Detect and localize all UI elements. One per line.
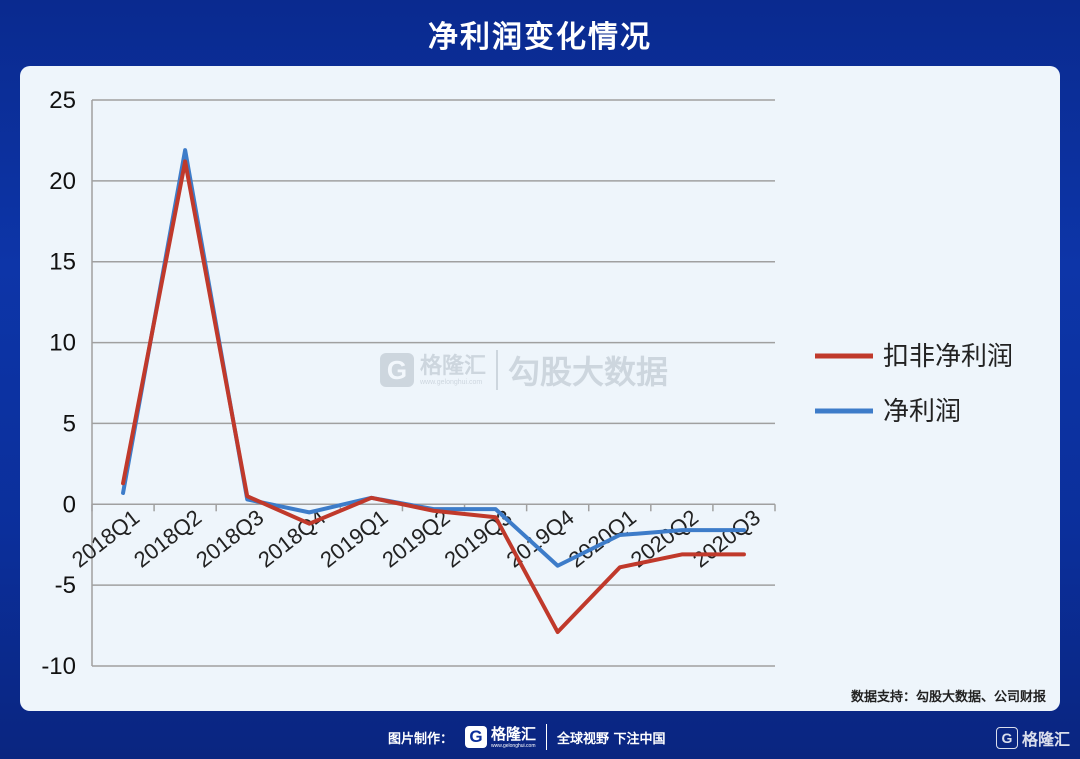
y-tick-label: -5 — [55, 572, 76, 599]
y-tick-label: 15 — [49, 249, 76, 276]
y-tick-label: 25 — [49, 87, 76, 114]
chart-panel: 25 20 15 10 5 0 -5 -10 2018Q1 2018Q2 2018Q3 2018Q4 2… — [20, 66, 1060, 711]
footer-logo-icon: G — [465, 726, 488, 748]
x-tick-label: 2019Q2 — [377, 505, 454, 573]
footer-url: www.gelonghui.com — [491, 742, 536, 749]
source-note: 数据支持：勾股大数据、公司财报 — [850, 690, 1046, 705]
y-tick-label: -10 — [41, 653, 76, 680]
x-tick-label: 2018Q2 — [129, 505, 206, 573]
corner-brand: 格隆汇 — [1021, 730, 1070, 749]
legend-label: 扣非净利润 — [883, 342, 1013, 372]
footer-made-by: 图片制作： — [388, 731, 454, 747]
watermark-url: www.gelonghui.com — [420, 378, 483, 386]
watermark-sub: 勾股大数据 — [508, 353, 669, 391]
corner-logo: G 格隆汇 — [995, 726, 1070, 750]
footer: 图片制作： G 格隆汇 www.gelonghui.com 全球视野 下注中国 … — [0, 718, 1080, 756]
watermark-divider — [496, 350, 499, 390]
footer-brand: 格隆汇 — [491, 724, 537, 743]
y-tick-label: 10 — [49, 330, 76, 357]
y-tick-label: 0 — [63, 491, 76, 518]
y-tick-label: 20 — [49, 168, 76, 195]
corner-logo-icon: G — [995, 727, 1018, 749]
x-tick-label: 2020Q1 — [564, 505, 641, 573]
line-chart: 2520151050-5-102018Q12018Q22018Q32018Q42… — [41, 87, 1013, 680]
gelonghui-logo-icon: G — [380, 353, 414, 387]
x-tick-label: 2018Q3 — [191, 505, 268, 573]
page-title: 净利润变化情况 — [428, 20, 652, 55]
x-tick-label: 2020Q3 — [688, 505, 765, 573]
footer-credit: 图片制作： G 格隆汇 www.gelonghui.com 全球视野 下注中国 — [388, 722, 666, 752]
footer-divider — [546, 724, 548, 750]
watermark-brand: 格隆汇 — [420, 353, 487, 379]
x-tick-label: 2018Q1 — [67, 505, 144, 573]
watermark: G 格隆汇 www.gelonghui.com 勾股大数据 — [380, 348, 668, 392]
legend-label: 净利润 — [883, 397, 961, 427]
y-tick-label: 5 — [63, 410, 76, 437]
footer-slogan: 全球视野 下注中国 — [557, 731, 666, 747]
